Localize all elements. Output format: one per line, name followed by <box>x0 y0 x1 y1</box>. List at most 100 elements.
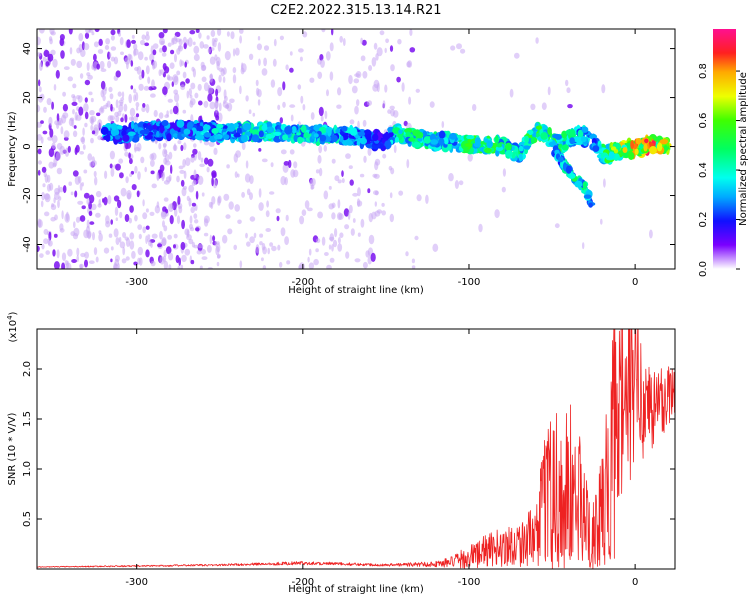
noise-speck <box>415 88 420 93</box>
noise-speck <box>53 84 57 91</box>
noise-speck <box>267 247 271 255</box>
noise-speck <box>324 252 329 256</box>
ridge-sample <box>554 134 563 140</box>
noise-speck <box>110 219 113 225</box>
ridge-sample <box>251 129 260 136</box>
noise-speck <box>318 106 324 117</box>
noise-speck <box>93 53 97 62</box>
noise-speck <box>408 96 412 105</box>
noise-speck <box>113 195 120 202</box>
noise-speck <box>113 56 119 65</box>
noise-speck <box>253 232 257 239</box>
noise-speck <box>55 69 60 79</box>
noise-speck <box>257 36 261 41</box>
noise-speck <box>142 212 148 220</box>
noise-speck <box>79 215 86 222</box>
noise-speck <box>530 103 536 111</box>
noise-speck <box>163 197 169 202</box>
colorbar-tick-label: 0.6 <box>698 113 709 129</box>
ridge-sample <box>152 124 158 130</box>
ridge-sample <box>540 132 548 140</box>
noise-speck <box>368 234 375 245</box>
noise-speck <box>249 192 253 201</box>
x-tick-label: 0 <box>632 277 638 288</box>
noise-speck <box>130 85 134 90</box>
noise-speck <box>88 210 93 217</box>
ridge-sample <box>643 143 648 152</box>
ridge-sample <box>518 153 523 162</box>
noise-speck <box>95 190 102 198</box>
ridge-sample <box>581 126 589 133</box>
noise-speck <box>207 48 211 54</box>
noise-speck <box>384 84 388 93</box>
noise-speck <box>501 186 506 193</box>
noise-speck <box>209 234 212 245</box>
noise-speck <box>57 184 61 194</box>
noise-speck <box>332 239 338 248</box>
ridge-sample <box>116 125 123 130</box>
ridge-sample <box>592 145 600 153</box>
noise-speck <box>137 51 144 61</box>
ridge-sample <box>634 148 639 155</box>
noise-speck <box>104 170 108 179</box>
noise-speck <box>337 199 341 209</box>
ridge-sample <box>227 123 236 132</box>
noise-speck <box>173 233 178 239</box>
noise-speck <box>80 48 86 58</box>
noise-speck <box>376 209 383 214</box>
ridge-sample <box>413 141 421 148</box>
noise-speck <box>261 68 268 76</box>
noise-speck <box>212 235 216 242</box>
noise-speck <box>76 47 81 54</box>
noise-speck <box>52 162 57 168</box>
noise-speck <box>128 116 134 121</box>
noise-speck <box>375 53 379 61</box>
noise-speck <box>55 151 62 161</box>
noise-speck <box>134 147 141 152</box>
noise-speck <box>109 115 116 121</box>
noise-speck <box>180 84 186 91</box>
noise-speck <box>89 116 94 124</box>
noise-speck <box>289 104 296 108</box>
noise-speck <box>49 29 55 35</box>
noise-speck <box>62 103 68 112</box>
noise-speck <box>118 236 122 243</box>
noise-speck <box>292 169 299 178</box>
ridge-sample <box>330 134 338 143</box>
noise-speck <box>252 112 256 117</box>
noise-speck <box>226 164 230 169</box>
ridge-sample <box>484 147 492 154</box>
noise-speck <box>134 165 138 174</box>
noise-speck <box>289 51 293 56</box>
noise-speck <box>124 214 130 222</box>
noise-speck <box>384 47 387 54</box>
noise-speck <box>176 175 180 183</box>
noise-speck <box>195 29 200 33</box>
noise-speck <box>241 142 246 151</box>
noise-speck <box>359 173 365 178</box>
noise-speck <box>145 249 150 258</box>
ridge-sample <box>271 123 277 128</box>
noise-speck <box>249 216 256 222</box>
noise-speck <box>222 234 228 244</box>
noise-speck <box>288 159 292 169</box>
ridge-sample <box>635 138 642 145</box>
snr-series-line <box>37 329 675 569</box>
noise-speck <box>40 120 44 124</box>
ridge-sample <box>633 143 638 150</box>
noise-speck <box>129 205 134 213</box>
noise-speck <box>137 246 143 256</box>
noise-speck <box>136 66 142 75</box>
noise-speck <box>215 245 220 256</box>
noise-speck <box>96 112 101 117</box>
noise-speck <box>110 103 113 112</box>
noise-speck <box>204 157 209 165</box>
noise-speck <box>180 144 184 152</box>
noise-speck <box>190 259 195 265</box>
noise-speck <box>53 233 58 238</box>
ridge-sample <box>105 134 111 142</box>
noise-speck <box>78 106 84 116</box>
noise-speck <box>178 45 183 52</box>
noise-speck <box>114 258 120 266</box>
noise-speck <box>73 221 76 229</box>
